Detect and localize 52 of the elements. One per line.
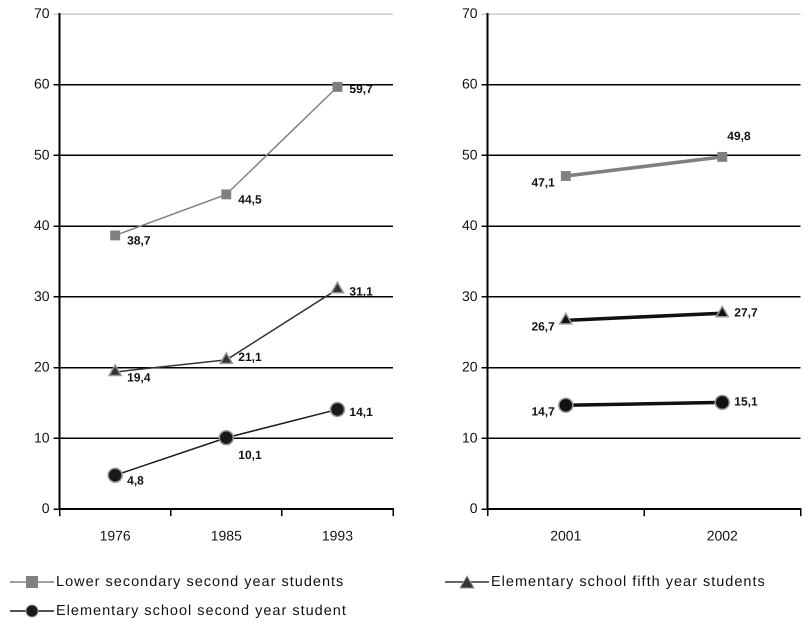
point — [717, 152, 728, 162]
y-tick-label: 60 — [462, 76, 478, 92]
point — [110, 230, 120, 240]
data-label: 47,1 — [531, 175, 556, 190]
data-label: 4,8 — [127, 474, 144, 488]
x-tick-label: 2002 — [706, 527, 738, 544]
y-tick-label: 0 — [470, 500, 478, 516]
point — [330, 281, 344, 294]
y-tick-label: 40 — [34, 217, 50, 234]
legend-label: Lower secondary second year students — [56, 574, 344, 590]
point — [714, 394, 730, 410]
y-tick-label: 30 — [34, 288, 50, 304]
x-tick-label: 1993 — [322, 527, 354, 544]
legend-label: Elementary school second year student — [56, 603, 347, 619]
data-label: 10,1 — [238, 448, 262, 462]
data-label: 26,7 — [531, 320, 556, 334]
y-tick-label: 30 — [462, 288, 478, 304]
data-label: 59,7 — [349, 82, 374, 96]
data-label: 14,1 — [349, 404, 374, 419]
point — [332, 82, 342, 92]
data-label: 14,7 — [531, 404, 556, 419]
y-tick-label: 10 — [34, 429, 50, 446]
y-tick-label: 50 — [462, 146, 478, 162]
point — [219, 352, 234, 364]
data-label: 44,5 — [238, 192, 262, 207]
point — [330, 402, 346, 418]
y-tick-label: 10 — [462, 429, 478, 446]
data-label: 27,7 — [734, 306, 758, 320]
y-tick-label: 20 — [34, 358, 50, 375]
point — [107, 467, 123, 483]
legend-label: Elementary school fifth year students — [491, 574, 766, 590]
point — [560, 171, 571, 181]
y-tick-label: 60 — [34, 76, 50, 92]
point — [221, 189, 232, 200]
data-label: 21,1 — [238, 350, 262, 364]
y-tick-label: 70 — [462, 4, 478, 21]
x-tick-label: 1985 — [210, 527, 242, 544]
point — [558, 397, 574, 413]
data-label: 31,1 — [349, 284, 374, 298]
point — [108, 364, 122, 376]
point — [218, 430, 234, 446]
data-label: 15,1 — [734, 394, 758, 409]
data-label: 49,8 — [727, 129, 751, 144]
x-tick-label: 2001 — [550, 527, 582, 544]
y-tick-label: 70 — [34, 4, 50, 21]
y-tick-label: 50 — [34, 146, 50, 162]
y-tick-label: 40 — [462, 217, 478, 234]
x-tick-label: 1976 — [100, 527, 131, 544]
y-tick-label: 20 — [462, 358, 478, 375]
data-label: 19,4 — [127, 370, 151, 384]
data-label: 38,7 — [127, 234, 151, 248]
y-tick-label: 0 — [42, 500, 50, 516]
